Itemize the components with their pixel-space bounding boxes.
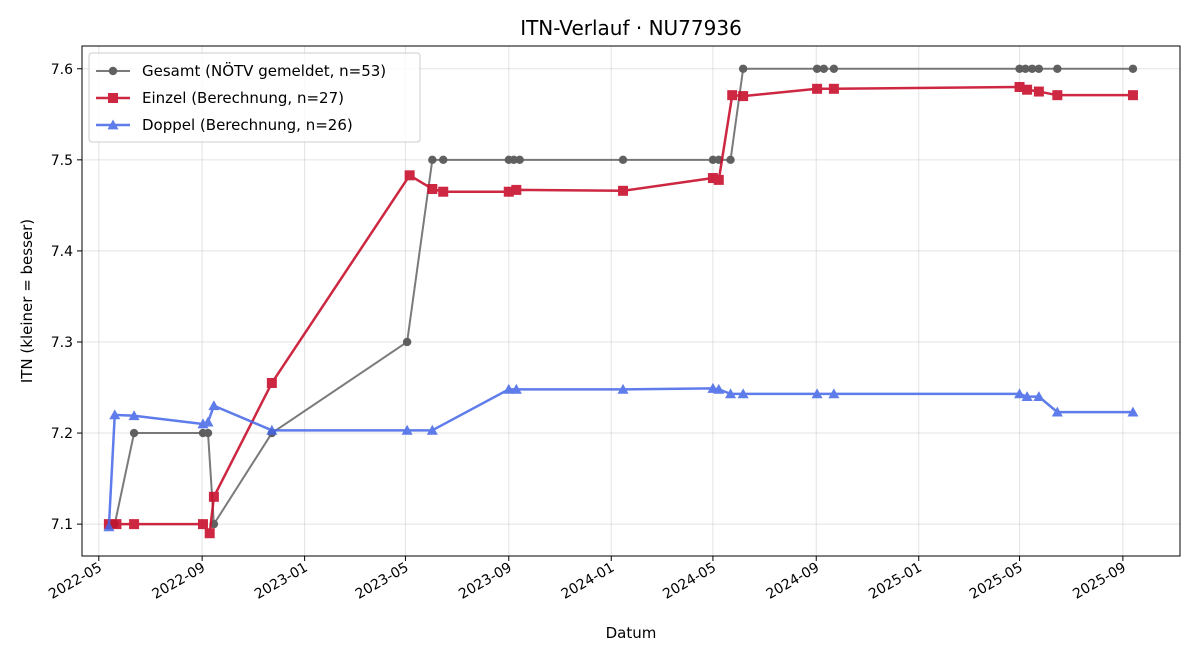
series-0-point xyxy=(203,428,213,438)
series-1-point xyxy=(204,528,215,539)
series-2-point xyxy=(103,521,115,532)
series-1-point xyxy=(266,377,277,388)
series-2-point xyxy=(725,388,737,399)
series-0-point xyxy=(1015,64,1024,73)
y-tick-label: 7.6 xyxy=(51,62,73,78)
series-2-point xyxy=(1127,406,1139,417)
series-0-point xyxy=(726,155,735,165)
series-0-point xyxy=(428,155,437,165)
legend-marker xyxy=(107,119,119,130)
series-1-point xyxy=(111,519,122,530)
series-2-point xyxy=(1033,391,1045,402)
series-0-point xyxy=(515,155,524,165)
series-2-point xyxy=(128,410,140,421)
series-0-point xyxy=(439,155,448,165)
series-0-point xyxy=(618,155,628,165)
series-2-point xyxy=(510,383,522,394)
legend-entry-1 xyxy=(96,93,130,103)
series-2-point xyxy=(202,416,214,427)
x-axis-label: Datum xyxy=(606,624,657,642)
legend-box xyxy=(88,52,421,143)
series-1-point xyxy=(503,186,514,197)
series-0-point xyxy=(1053,64,1062,73)
series-2-point xyxy=(811,388,823,399)
series-1-point xyxy=(738,91,749,102)
legend-label: Doppel (Berechnung, n=26) xyxy=(142,116,353,134)
series-0-point xyxy=(1027,64,1037,73)
y-tick-label: 7.4 xyxy=(51,244,73,260)
series-1-point xyxy=(828,83,839,94)
series-1-point xyxy=(208,491,219,502)
legend-marker xyxy=(108,66,118,76)
series-2-point xyxy=(503,383,515,394)
series-2-point xyxy=(828,388,840,399)
series-layer xyxy=(103,64,1139,539)
series-1-point xyxy=(511,184,522,195)
legend-entry-0 xyxy=(96,66,130,76)
series-0-point xyxy=(1021,64,1030,73)
series-1-point xyxy=(618,185,629,196)
series-2-point xyxy=(1051,406,1063,417)
legend-entry-2 xyxy=(96,119,130,130)
series-1-point xyxy=(197,519,208,530)
series-2-point xyxy=(713,383,725,394)
y-tick-label: 7.5 xyxy=(51,153,73,169)
series-1-point xyxy=(707,173,718,184)
series-0-point xyxy=(1034,64,1044,73)
series-1-point xyxy=(713,174,724,185)
series-1-point xyxy=(1127,90,1138,101)
series-2-point xyxy=(208,400,220,411)
series-2 xyxy=(103,382,1139,532)
series-1-point xyxy=(1052,90,1063,101)
series-1-point xyxy=(1022,84,1033,95)
series-1-point xyxy=(129,519,140,530)
legend: Gesamt (NÖTV gemeldet, n=53) Einzel (Bere… xyxy=(88,52,421,143)
series-2-point xyxy=(109,409,121,420)
series-1-point xyxy=(1033,86,1044,97)
series-0-point xyxy=(509,155,519,165)
series-2-point xyxy=(1014,388,1026,399)
series-2-point xyxy=(426,424,438,435)
series-1-point xyxy=(438,186,449,197)
series-1-point xyxy=(404,170,415,181)
plot-frame xyxy=(81,45,1181,557)
series-1-point xyxy=(1014,81,1025,92)
series-1 xyxy=(103,81,1138,539)
chart-title: ITN-Verlauf · NU77936 xyxy=(520,16,742,40)
legend-label: Einzel (Berechnung, n=27) xyxy=(142,89,344,107)
series-0-point xyxy=(708,155,718,165)
series-0-point xyxy=(129,428,139,438)
series-0-point xyxy=(1128,64,1138,73)
series-0-point xyxy=(738,64,748,73)
y-axis-label: ITN (kleiner = besser) xyxy=(18,219,36,383)
series-2-point xyxy=(617,383,629,394)
series-2-point xyxy=(266,424,278,435)
y-tick-label: 7.3 xyxy=(51,335,73,351)
legend-label: Gesamt (NÖTV gemeldet, n=53) xyxy=(142,61,386,80)
series-0-point xyxy=(819,64,829,73)
series-0-point xyxy=(829,64,839,73)
legend-marker xyxy=(108,93,118,103)
series-1-point xyxy=(427,183,438,194)
y-tick-label: 7.1 xyxy=(51,517,73,533)
y-tick-label: 7.2 xyxy=(51,426,73,442)
series-2-point xyxy=(737,388,749,399)
series-0-point xyxy=(812,64,822,73)
series-0-point xyxy=(402,337,412,347)
series-2-point xyxy=(401,424,413,435)
series-1-point xyxy=(727,90,738,101)
series-1-point xyxy=(812,83,823,94)
series-2-point xyxy=(1021,391,1033,402)
